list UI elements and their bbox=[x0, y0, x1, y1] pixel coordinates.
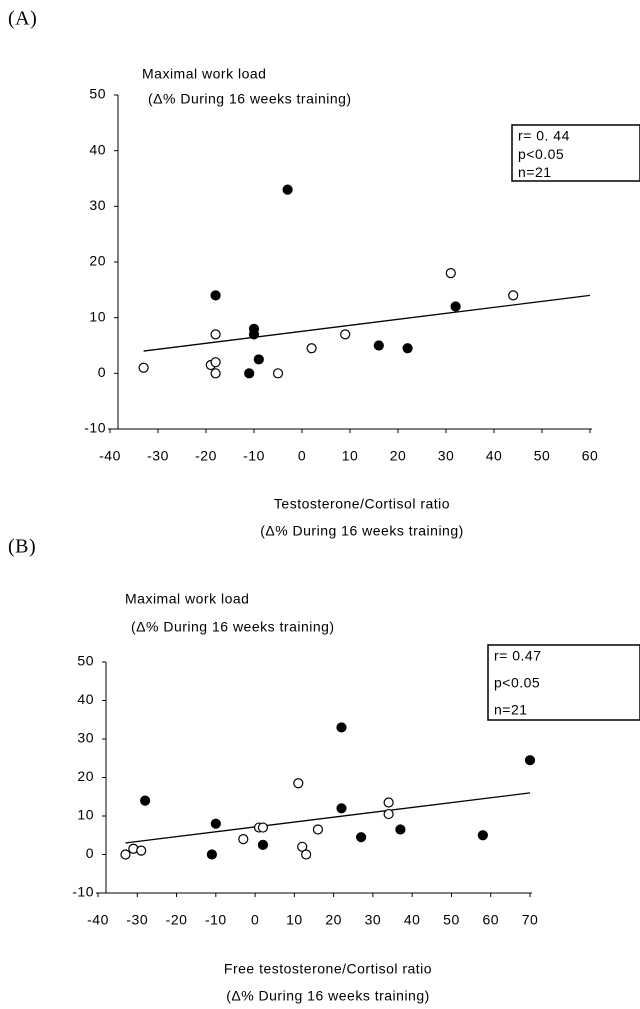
x-tick-label: -30 bbox=[126, 912, 148, 928]
x-tick-label: 0 bbox=[298, 448, 306, 464]
data-point bbox=[244, 368, 255, 379]
data-point bbox=[477, 830, 488, 841]
x-tick-label: -40 bbox=[99, 448, 121, 464]
data-point bbox=[356, 832, 367, 843]
x-tick-label: 50 bbox=[534, 448, 551, 464]
x-tick-label: 10 bbox=[342, 448, 359, 464]
data-point bbox=[340, 329, 351, 340]
y-tick-label: 10 bbox=[77, 807, 94, 823]
data-point bbox=[301, 849, 312, 860]
data-point bbox=[210, 357, 221, 368]
stats-text: n=21 bbox=[494, 701, 528, 717]
y-axis-title: (Δ% During 16 weeks training) bbox=[131, 619, 335, 635]
y-tick-label: 40 bbox=[77, 691, 94, 707]
y-axis-title: (Δ% During 16 weeks training) bbox=[148, 91, 352, 107]
data-point bbox=[445, 268, 456, 279]
data-point bbox=[373, 340, 384, 351]
x-tick-label: 20 bbox=[325, 912, 342, 928]
data-point bbox=[336, 803, 347, 814]
data-point bbox=[120, 849, 131, 860]
y-tick-label: 10 bbox=[89, 308, 106, 324]
data-point bbox=[257, 822, 269, 833]
y-tick-label: 50 bbox=[89, 86, 106, 102]
x-tick-label: -20 bbox=[195, 448, 217, 464]
x-tick-label: -30 bbox=[147, 448, 169, 464]
data-point bbox=[248, 329, 260, 340]
data-point bbox=[238, 833, 249, 845]
x-tick-label: -40 bbox=[87, 912, 109, 928]
x-tick-label: 60 bbox=[582, 448, 599, 464]
x-tick-label: 20 bbox=[390, 448, 407, 464]
stats-text: p<0.05 bbox=[494, 675, 540, 691]
stats-box bbox=[511, 124, 640, 182]
data-point bbox=[253, 354, 264, 365]
x-tick-label: 30 bbox=[365, 912, 382, 928]
x-tick-label: 70 bbox=[522, 912, 539, 928]
data-point bbox=[282, 184, 293, 195]
fit-line bbox=[125, 792, 531, 844]
data-point bbox=[524, 755, 536, 766]
data-point bbox=[210, 290, 221, 301]
data-point bbox=[206, 849, 217, 860]
data-point bbox=[383, 808, 394, 820]
y-tick-label: 30 bbox=[77, 730, 94, 746]
data-point bbox=[312, 824, 324, 835]
x-tick-label: -10 bbox=[205, 912, 227, 928]
y-tick-label: 20 bbox=[77, 768, 94, 784]
x-tick-label: -20 bbox=[166, 912, 188, 928]
panel-label: (B) bbox=[8, 536, 36, 558]
data-point bbox=[138, 362, 149, 373]
data-point bbox=[136, 845, 147, 856]
data-point bbox=[395, 824, 406, 835]
x-axis-title: Free testosterone/Cortisol ratio bbox=[224, 961, 432, 977]
data-point bbox=[210, 818, 221, 829]
fit-line bbox=[143, 294, 591, 352]
data-point bbox=[257, 839, 269, 850]
data-point bbox=[402, 343, 413, 354]
data-point bbox=[383, 797, 394, 808]
data-point bbox=[508, 290, 519, 301]
panel-label: (A) bbox=[8, 8, 37, 30]
data-point bbox=[450, 301, 461, 312]
x-axis-title: (Δ% During 16 weeks training) bbox=[226, 988, 430, 1004]
stats-box bbox=[487, 644, 640, 721]
y-axis-title: Maximal work load bbox=[125, 591, 249, 607]
x-tick-label: 60 bbox=[482, 912, 499, 928]
y-tick-label: -10 bbox=[72, 884, 94, 900]
y-tick-label: 0 bbox=[86, 845, 94, 861]
x-axis-title: (Δ% During 16 weeks training) bbox=[260, 523, 464, 539]
x-tick-label: 0 bbox=[251, 912, 259, 928]
y-tick-label: 40 bbox=[89, 141, 106, 157]
y-tick-label: 20 bbox=[89, 253, 106, 269]
y-axis-title: Maximal work load bbox=[142, 66, 266, 82]
x-tick-label: 40 bbox=[404, 912, 421, 928]
x-tick-label: 10 bbox=[286, 912, 303, 928]
x-tick-label: 30 bbox=[438, 448, 455, 464]
x-tick-label: 50 bbox=[443, 912, 460, 928]
data-point bbox=[272, 368, 284, 379]
data-point bbox=[210, 329, 221, 340]
data-point bbox=[210, 368, 221, 379]
y-tick-label: 30 bbox=[89, 197, 106, 213]
data-point bbox=[140, 795, 151, 806]
y-tick-label: 50 bbox=[77, 653, 94, 669]
data-point bbox=[293, 778, 304, 789]
stats-text: r= 0.47 bbox=[494, 648, 541, 664]
x-tick-label: 40 bbox=[486, 448, 503, 464]
x-tick-label: -10 bbox=[243, 448, 265, 464]
stats-text: r= 0. 44 bbox=[518, 128, 570, 144]
stats-text: n=21 bbox=[518, 164, 552, 180]
data-point bbox=[336, 722, 347, 733]
data-point bbox=[306, 343, 317, 354]
y-tick-label: -10 bbox=[84, 420, 106, 436]
x-axis-title: Testosterone/Cortisol ratio bbox=[274, 496, 450, 512]
stats-text: p<0.05 bbox=[518, 146, 564, 162]
y-tick-label: 0 bbox=[98, 364, 106, 380]
